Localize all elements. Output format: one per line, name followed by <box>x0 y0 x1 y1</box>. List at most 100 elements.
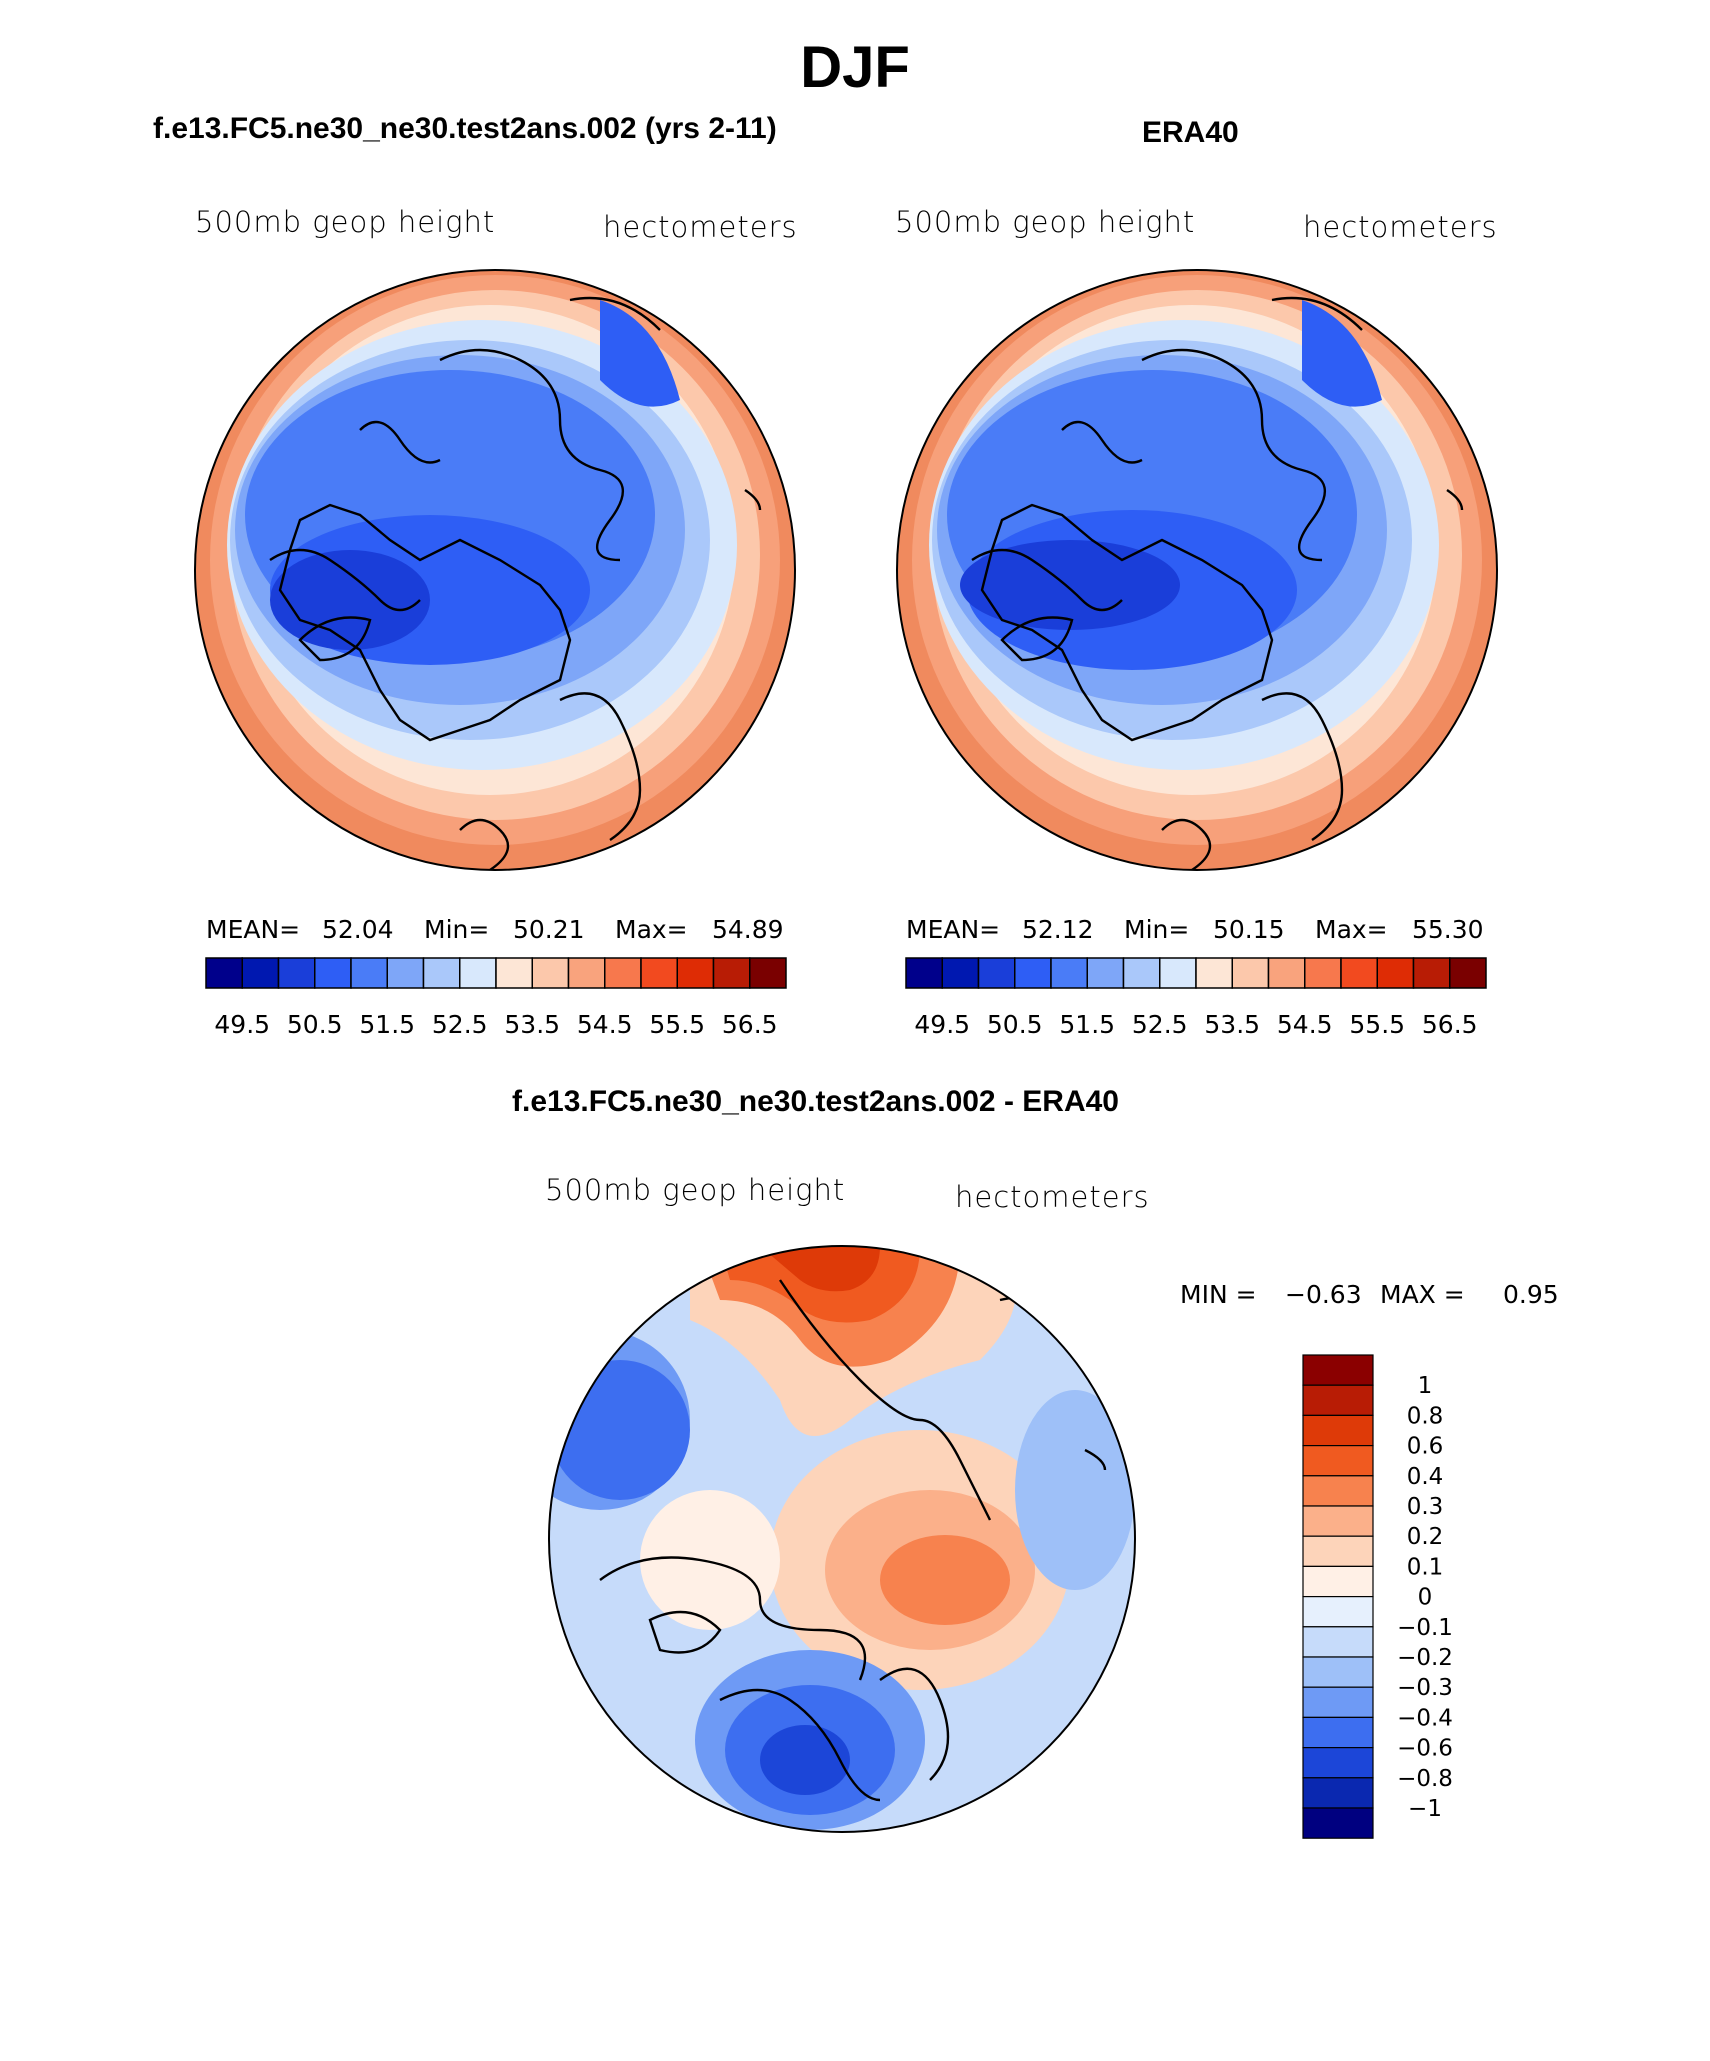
map-3-border <box>548 1245 1136 1833</box>
colorbar-diff-swatch <box>1302 1505 1374 1537</box>
colorbar-diff-tick-label: −0.2 <box>1397 1645 1453 1671</box>
figure-title: DJF <box>800 35 910 100</box>
panel-1-units: hectometers <box>603 210 798 244</box>
map-2-britain <box>1161 818 1212 870</box>
colorbar-diff-swatch <box>1302 1656 1374 1688</box>
map-1-border <box>194 269 796 871</box>
map-2-greenland <box>980 503 1274 742</box>
colorbar-2-swatch <box>1376 957 1415 989</box>
map-3 <box>549 1246 1135 1832</box>
map-1-kamchatka <box>569 296 661 331</box>
map-2-coastlines <box>971 296 1464 870</box>
colorbar-2-swatch <box>1195 957 1233 989</box>
colorbar-1-tick-label: 55.5 <box>649 1010 705 1039</box>
panel-1-mean: 52.04 <box>322 915 394 944</box>
colorbar-2-swatch <box>1231 957 1270 989</box>
colorbar-diff-tick-label: 0.8 <box>1407 1403 1444 1429</box>
colorbar-1-tick-label: 51.5 <box>359 1010 415 1039</box>
colorbar-1-swatch <box>314 957 352 989</box>
panel-2-units: hectometers <box>1303 210 1498 244</box>
map-2-caspian <box>1446 489 1464 511</box>
panel-1-min-label: Min= <box>424 915 490 944</box>
panel-1-min: 50.21 <box>513 915 585 944</box>
colorbar-1-swatch <box>459 957 497 989</box>
map-1-island <box>298 616 372 662</box>
panel-1-variable: 500mb geop height <box>195 205 496 239</box>
panel-2-max: 55.30 <box>1412 915 1484 944</box>
map-2-island <box>1000 616 1074 662</box>
map-3-pos-4 <box>760 1246 880 1292</box>
colorbar-2-swatch <box>1449 957 1487 989</box>
colorbar-2-tick-label: 52.5 <box>1132 1010 1188 1039</box>
colorbar-diff-tick-label: −0.4 <box>1397 1705 1453 1731</box>
map-2 <box>897 270 1497 870</box>
colorbar-diff-swatch <box>1302 1565 1374 1598</box>
colorbar-diff-swatch <box>1302 1626 1374 1658</box>
colorbar-diff-tick-label: 0.3 <box>1407 1494 1444 1520</box>
colorbar-2-tick-label: 53.5 <box>1204 1010 1260 1039</box>
map-3-neg-6 <box>1015 1390 1135 1590</box>
colorbar-1-swatch <box>277 957 316 989</box>
panel-2-min: 50.15 <box>1213 915 1285 944</box>
map-3-coast-3 <box>719 1688 881 1802</box>
diff-title: f.e13.FC5.ne30_ne30.test2ans.002 - ERA40 <box>512 1085 1119 1118</box>
colorbar-diff-tick-label: −0.6 <box>1397 1736 1453 1762</box>
map-1-pacific-low <box>600 300 680 407</box>
colorbar-1-swatch <box>386 957 425 989</box>
colorbar-diff-swatch <box>1302 1475 1374 1507</box>
colorbar-1-swatch <box>205 957 243 989</box>
map-1-caspian <box>744 489 762 511</box>
colorbar-2-swatch <box>1412 957 1451 989</box>
map-3-coast-2 <box>779 1279 992 1521</box>
colorbar-2-swatch <box>1086 957 1125 989</box>
colorbar-1-swatch <box>567 957 606 989</box>
colorbar-2-tick-label: 49.5 <box>914 1010 970 1039</box>
colorbar-diff-tick-label: −0.8 <box>1397 1766 1453 1792</box>
map-1 <box>195 270 795 870</box>
map-1-siberia-coast <box>439 348 625 562</box>
colorbar-2-swatch <box>905 957 943 989</box>
colorbar-diff-swatch <box>1302 1807 1374 1839</box>
colorbar-1-tick-label: 52.5 <box>432 1010 488 1039</box>
map-2-arctic-islands <box>971 548 1123 612</box>
map-2-alaska <box>1061 420 1143 464</box>
colorbar-2-swatch <box>1304 957 1342 989</box>
map-2-scandinavia <box>1261 692 1344 841</box>
colorbar-1-tick-label: 53.5 <box>504 1010 560 1039</box>
colorbar-2-swatch <box>977 957 1016 989</box>
panel-1-max: 54.89 <box>712 915 784 944</box>
panel-2-variable: 500mb geop height <box>895 205 1196 239</box>
colorbar-1-swatch <box>604 957 642 989</box>
colorbar-2-swatch <box>941 957 980 989</box>
colorbar-diff-tick-label: 0 <box>1418 1585 1433 1611</box>
colorbar-1-tick-label: 54.5 <box>577 1010 633 1039</box>
map-2-pacific-low <box>1302 300 1382 407</box>
colorbar-2-swatch <box>1159 957 1197 989</box>
map-1-scandinavia <box>559 692 642 841</box>
panel-1-max-label: Max= <box>615 915 688 944</box>
colorbar-2-tick-label: 56.5 <box>1422 1010 1478 1039</box>
colorbar-diff-tick-label: −1 <box>1408 1796 1442 1822</box>
colorbar-diff-tick-label: 0.4 <box>1407 1464 1444 1490</box>
colorbar-1-swatch <box>241 957 280 989</box>
panel-3-units: hectometers <box>955 1180 1150 1214</box>
colorbar-diff-tick-label: 0.6 <box>1407 1434 1444 1460</box>
colorbar-diff-swatch <box>1302 1384 1374 1416</box>
colorbar-1-tick-label: 49.5 <box>214 1010 270 1039</box>
colorbar-1-swatch <box>422 957 461 989</box>
colorbar-1-swatch <box>531 957 570 989</box>
map-3-pos-7 <box>880 1535 1010 1625</box>
colorbar-diff-tick-label: 1 <box>1418 1373 1433 1399</box>
colorbar-1-tick-label: 50.5 <box>287 1010 343 1039</box>
map-3-neg-5 <box>760 1725 850 1795</box>
colorbar-diff-swatch <box>1302 1414 1374 1447</box>
colorbar-diff-swatch <box>1302 1746 1374 1779</box>
map-3-caspian <box>1084 1448 1107 1471</box>
colorbar-1-swatch <box>350 957 388 989</box>
map-1-britain <box>459 818 510 870</box>
colorbar-diff-swatch <box>1302 1535 1374 1567</box>
map-1-alaska <box>359 420 441 464</box>
colorbar-diff-tick-label: 0.1 <box>1407 1554 1444 1580</box>
panel-2-title: ERA40 <box>1142 116 1239 149</box>
